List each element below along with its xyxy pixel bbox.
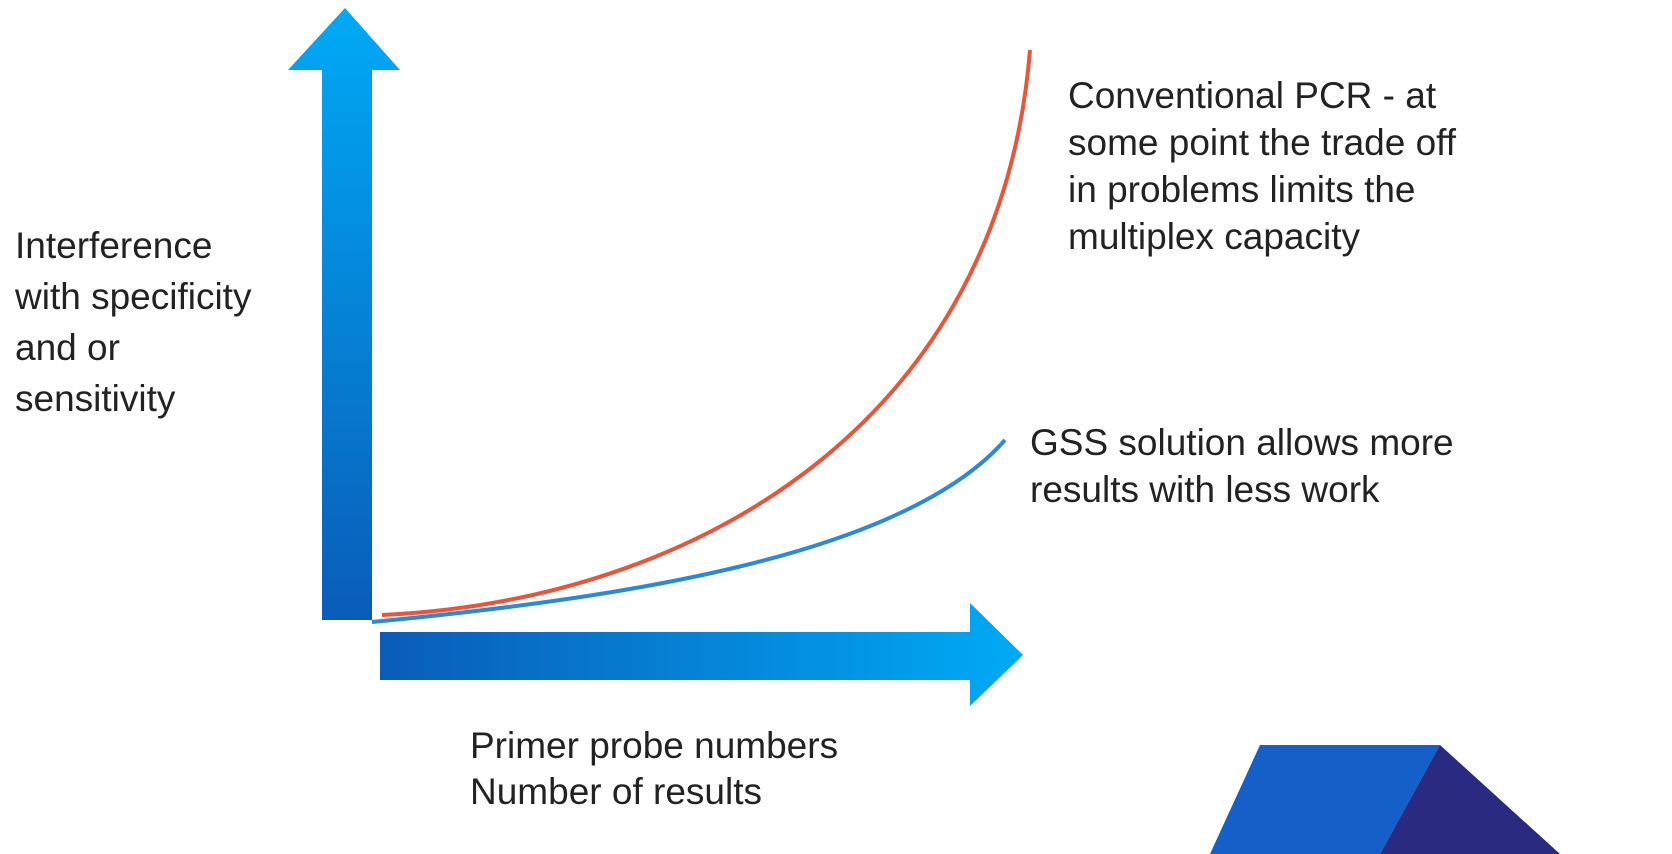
label-line: Conventional PCR - at — [1068, 75, 1437, 116]
label-line: Primer probe numbers — [470, 725, 838, 766]
label-line: in problems limits the — [1068, 169, 1416, 210]
x-axis-label: Primer probe numbers Number of results — [470, 725, 838, 812]
label-line: Interference — [15, 225, 212, 266]
gss-curve — [371, 438, 1007, 624]
label-line: some point the trade off — [1068, 122, 1457, 163]
conventional-curve — [381, 49, 1032, 617]
annotations: Conventional PCR - at some point the trad… — [1030, 75, 1457, 510]
label-line: results with less work — [1030, 469, 1380, 510]
label-line: Number of results — [470, 771, 762, 812]
label-line: with specificity — [14, 276, 252, 317]
label-line: sensitivity — [15, 378, 176, 419]
y-arrow — [288, 8, 400, 620]
y-axis-label: Interference with specificity and or sensit… — [14, 225, 252, 419]
x-arrow — [380, 603, 1023, 706]
logo — [1210, 745, 1560, 854]
label-line: and or — [15, 327, 120, 368]
label-line: GSS solution allows more — [1030, 422, 1454, 463]
label-line: multiplex capacity — [1068, 216, 1361, 257]
